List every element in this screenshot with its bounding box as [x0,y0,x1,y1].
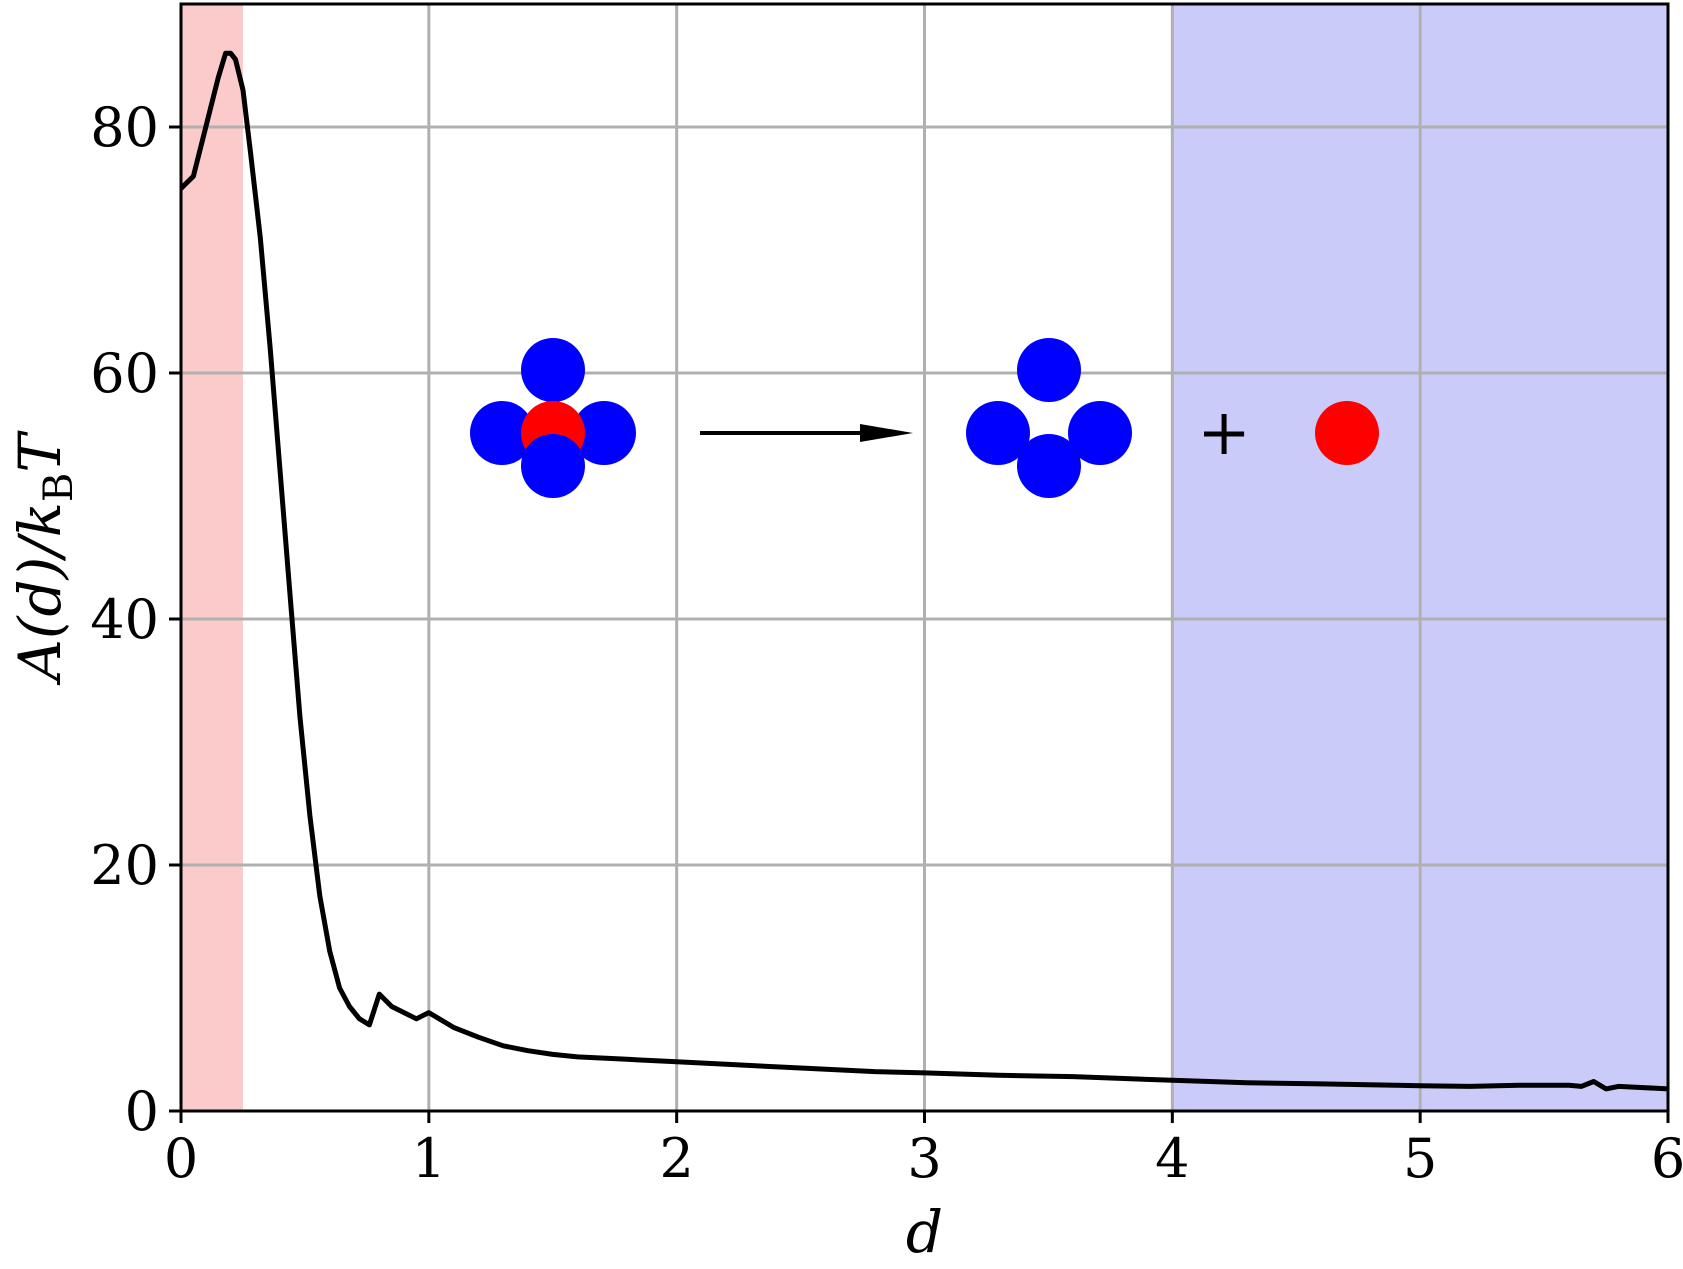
bound-cluster-blue-bottom [521,434,585,498]
x-tick-label-5: 5 [1403,1127,1437,1190]
dissociated-cluster-blue-right [1068,401,1132,465]
x-axis-label: d [906,1198,943,1266]
bound-cluster-blue-left [470,401,534,465]
reaction-inset: + [470,338,1379,498]
y-tick-label-1: 20 [90,834,159,897]
y-tick-label-4: 80 [90,96,159,159]
y-tick-label-3: 60 [90,342,159,405]
y-tick-label-2: 40 [90,588,159,651]
x-tick-label-1: 1 [412,1127,446,1190]
shaded-region-0 [181,4,243,1111]
series-line-0 [179,50,1669,1092]
x-tick-label-3: 3 [907,1127,941,1190]
free-red-particle [1315,401,1379,465]
dissociated-cluster-blue-top [1017,338,1081,402]
y-axis-label: A(d)/kBT [6,430,82,686]
data-series [179,50,1669,1092]
bound-cluster-blue-right [572,401,636,465]
x-tick-label-2: 2 [659,1127,693,1190]
arrow-head [860,424,913,442]
y-tick-label-0: 0 [125,1080,159,1143]
x-tick-label-0: 0 [164,1127,198,1190]
x-tick-label-4: 4 [1155,1127,1189,1190]
dissociated-cluster-blue-left [966,401,1030,465]
plus-sign: + [1197,396,1251,470]
dissociated-cluster-blue-bottom [1017,434,1081,498]
x-tick-label-6: 6 [1651,1127,1683,1190]
bound-cluster-blue-top [521,338,585,402]
